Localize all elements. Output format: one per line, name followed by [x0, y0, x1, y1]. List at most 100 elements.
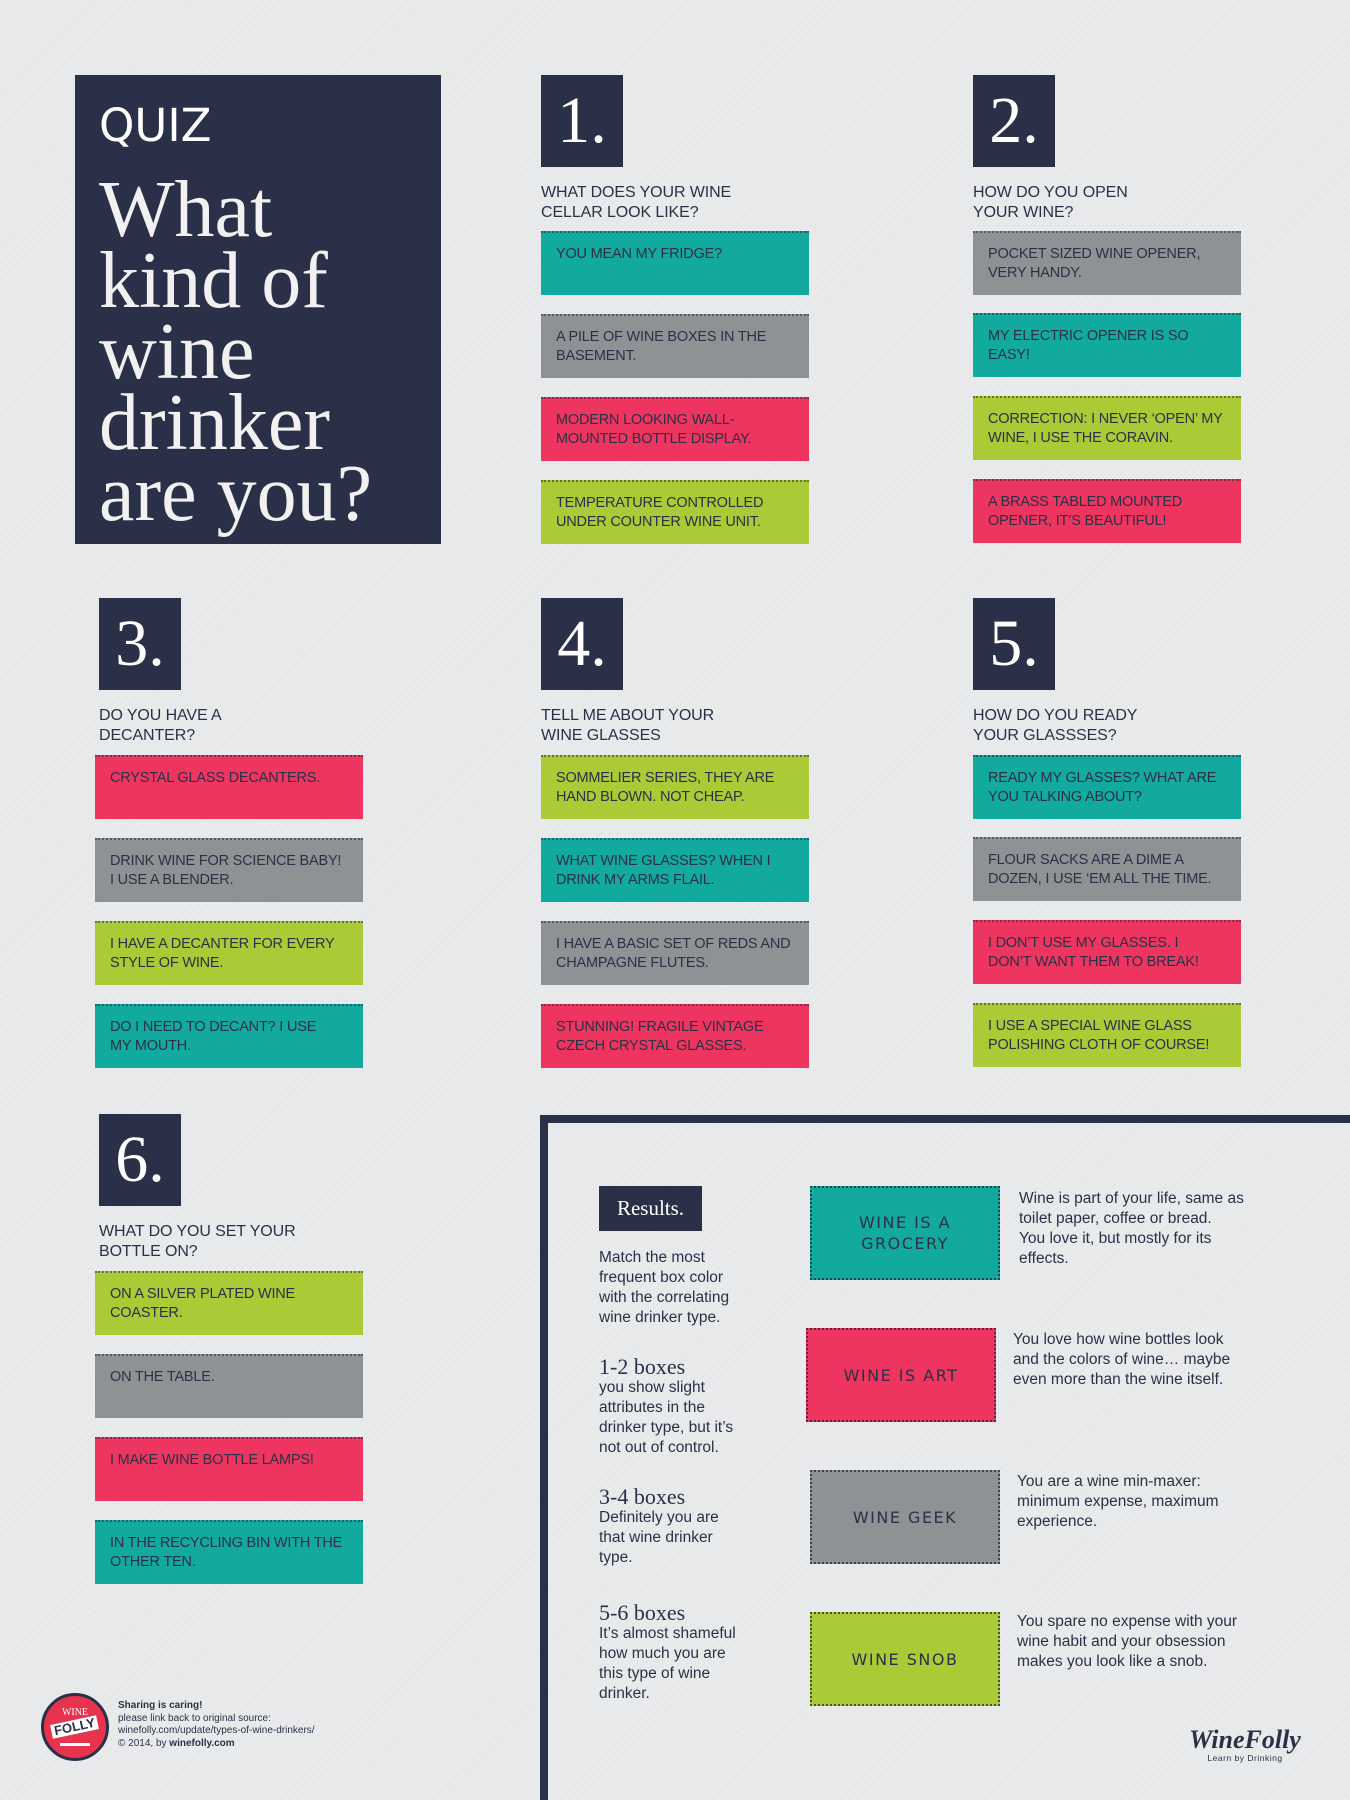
answer-option[interactable]: FLOUR SACKS ARE A DIME A DOZEN, I USE ‘EM… [973, 837, 1241, 901]
answer-option[interactable]: POCKET SIZED WINE OPENER, VERY HANDY. [973, 231, 1241, 295]
answer-option[interactable]: SOMMELIER SERIES, THEY ARE HAND BLOWN. NO… [541, 755, 809, 819]
answer-line: A BRASS TABLED MOUNTED [988, 494, 1183, 510]
headline-line: wine [99, 308, 255, 396]
results-label: Results. [599, 1186, 702, 1231]
answer-line: COASTER. [110, 1304, 183, 1321]
headline-line: What [99, 166, 273, 254]
question-line: YOUR WINE? [973, 204, 1074, 221]
question-number: 3. [99, 598, 181, 690]
question-6: 6. WHAT DO YOU SET YOUR BOTTLE ON? [99, 1114, 399, 1262]
answer-option[interactable]: I HAVE A DECANTER FOR EVERY STYLE OF WINE… [95, 921, 363, 985]
wine-folly-badge-logo: WINE FOLLY [41, 1693, 109, 1761]
question-line: WINE GLASSES [541, 727, 661, 744]
copyright-prefix: © 2014, by [118, 1737, 170, 1749]
copyright-site[interactable]: winefolly.com [169, 1737, 235, 1749]
answer-option[interactable]: A BRASS TABLED MOUNTED OPENER, IT’S BEAUT… [973, 479, 1241, 543]
answer-line: READY MY GLASSES? WHAT ARE [988, 770, 1217, 786]
question-number: 5. [973, 598, 1055, 690]
answer-option[interactable]: CORRECTION: I NEVER ‘OPEN’ MY WINE, I USE… [973, 396, 1241, 460]
answer-option[interactable]: I DON’T USE MY GLASSES. I DON’T WANT THEM… [973, 920, 1241, 984]
question-line: BOTTLE ON? [99, 1243, 198, 1260]
answer-line: YOU MEAN MY FRIDGE? [556, 246, 722, 262]
answer-option[interactable]: CRYSTAL GLASS DECANTERS. [95, 755, 363, 819]
answer-option[interactable]: I HAVE A BASIC SET OF REDS AND CHAMPAGNE … [541, 921, 809, 985]
type-desc-line: experience. [1017, 1513, 1098, 1530]
footer-line: please link back to original source: [118, 1712, 271, 1724]
answer-line: DON’T WANT THEM TO BREAK! [988, 953, 1199, 970]
answer-line: MOUNTED BOTTLE DISPLAY. [556, 430, 752, 447]
type-desc-grocery: Wine is part of your life, same as toile… [1019, 1189, 1259, 1269]
type-desc-line: You love how wine bottles look [1013, 1331, 1224, 1348]
brand-logo: WineFolly Learn by Drinking [1180, 1725, 1310, 1764]
headline-line: drinker [99, 379, 331, 467]
answer-line: WHAT WINE GLASSES? WHEN I [556, 853, 771, 869]
answer-line: DO I NEED TO DECANT? I USE [110, 1019, 317, 1035]
answer-line: DRINK WINE FOR SCIENCE BABY! [110, 853, 342, 869]
answer-option[interactable]: WHAT WINE GLASSES? WHEN I DRINK MY ARMS F… [541, 838, 809, 902]
type-box-geek: WINE GEEK [810, 1470, 1000, 1564]
answer-line: I HAVE A DECANTER FOR EVERY [110, 936, 335, 952]
answer-line: I USE A BLENDER. [110, 871, 234, 888]
answer-line: POCKET SIZED WINE OPENER, [988, 246, 1201, 262]
answer-option[interactable]: DO I NEED TO DECANT? I USE MY MOUTH. [95, 1004, 363, 1068]
type-box-grocery: WINE IS A GROCERY [810, 1186, 1000, 1280]
logo-top-text: WINE [61, 1707, 89, 1718]
question-line: HOW DO YOU READY [973, 707, 1138, 724]
answer-option[interactable]: READY MY GLASSES? WHAT ARE YOU TALKING AB… [973, 755, 1241, 819]
question-line: TELL ME ABOUT YOUR [541, 707, 715, 724]
answer-line: YOU TALKING ABOUT? [988, 788, 1142, 805]
footer-credits: Sharing is caring! please link back to o… [118, 1700, 378, 1750]
type-desc-line: wine habit and your obsession [1017, 1633, 1226, 1650]
question-text: WHAT DO YOU SET YOUR BOTTLE ON? [99, 1222, 329, 1262]
type-label: WINE IS A [858, 1213, 952, 1232]
type-box-art: WINE IS ART [806, 1328, 996, 1422]
type-desc-line: minimum expense, maximum [1017, 1493, 1219, 1510]
answer-option[interactable]: I USE A SPECIAL WINE GLASS POLISHING CLOT… [973, 1003, 1241, 1067]
results-intro-line: wine drinker type. [599, 1309, 721, 1326]
question-5: 5. HOW DO YOU READY YOUR GLASSSES? [973, 598, 1273, 746]
answer-line: FLOUR SACKS ARE A DIME A [988, 852, 1184, 868]
answer-line: CHAMPAGNE FLUTES. [556, 954, 709, 971]
quiz-label: QUIZ [99, 99, 212, 152]
question-line: WHAT DOES YOUR WINE [541, 184, 732, 201]
answer-option[interactable]: A PILE OF WINE BOXES IN THE BASEMENT. [541, 314, 809, 378]
answer-line: SOMMELIER SERIES, THEY ARE [556, 770, 775, 786]
question-4: 4. TELL ME ABOUT YOUR WINE GLASSES [541, 598, 841, 746]
answer-option[interactable]: ON THE TABLE. [95, 1354, 363, 1418]
question-text: HOW DO YOU READY YOUR GLASSSES? [973, 706, 1203, 746]
answer-option[interactable]: TEMPERATURE CONTROLLED UNDER COUNTER WINE… [541, 480, 809, 544]
results-level-line: not out of control. [599, 1439, 719, 1456]
answer-line: EASY! [988, 346, 1030, 363]
answer-line: CZECH CRYSTAL GLASSES. [556, 1037, 747, 1054]
type-label: GROCERY [861, 1234, 949, 1253]
answer-option[interactable]: DRINK WINE FOR SCIENCE BABY! I USE A BLEN… [95, 838, 363, 902]
footer-url[interactable]: winefolly.com/update/types-of-wine-drink… [118, 1725, 315, 1736]
question-line: CELLAR LOOK LIKE? [541, 204, 699, 221]
answer-option[interactable]: I MAKE WINE BOTTLE LAMPS! [95, 1437, 363, 1501]
type-desc-geek: You are a wine min-maxer: minimum expens… [1017, 1472, 1257, 1532]
answer-line: MY MOUTH. [110, 1037, 191, 1054]
answer-line: CORRECTION: I NEVER ‘OPEN’ MY [988, 411, 1223, 427]
type-label: WINE IS ART [843, 1365, 959, 1385]
answer-option[interactable]: MY ELECTRIC OPENER IS SO EASY! [973, 313, 1241, 377]
results-level-line: you show slight [599, 1379, 705, 1396]
brand-name: WineFolly [1189, 1725, 1301, 1754]
type-desc-line: effects. [1019, 1250, 1069, 1267]
type-desc-snob: You spare no expense with your wine habi… [1017, 1612, 1257, 1672]
type-box-snob: WINE SNOB [810, 1612, 1000, 1706]
answer-line: ON THE TABLE. [110, 1369, 215, 1385]
answer-option[interactable]: ON A SILVER PLATED WINE COASTER. [95, 1271, 363, 1335]
answer-option[interactable]: IN THE RECYCLING BIN WITH THE OTHER TEN. [95, 1520, 363, 1584]
question-text: DO YOU HAVE A DECANTER? [99, 706, 329, 746]
results-level-line: how much you are [599, 1645, 726, 1662]
results-intro-line: frequent box color [599, 1269, 724, 1286]
results-level-line: drinker type, but it’s [599, 1419, 734, 1436]
answer-line: MY ELECTRIC OPENER IS SO [988, 328, 1189, 344]
answer-option[interactable]: MODERN LOOKING WALL- MOUNTED BOTTLE DISPL… [541, 397, 809, 461]
answer-option[interactable]: STUNNING! FRAGILE VINTAGE CZECH CRYSTAL G… [541, 1004, 809, 1068]
title-panel: QUIZ What kind of wine drinker are you? [75, 75, 441, 544]
answer-option[interactable]: YOU MEAN MY FRIDGE? [541, 231, 809, 295]
results-level-heading: 1-2 boxes [599, 1354, 686, 1379]
question-1: 1. WHAT DOES YOUR WINE CELLAR LOOK LIKE? [541, 75, 841, 223]
answer-line: I HAVE A BASIC SET OF REDS AND [556, 936, 791, 952]
